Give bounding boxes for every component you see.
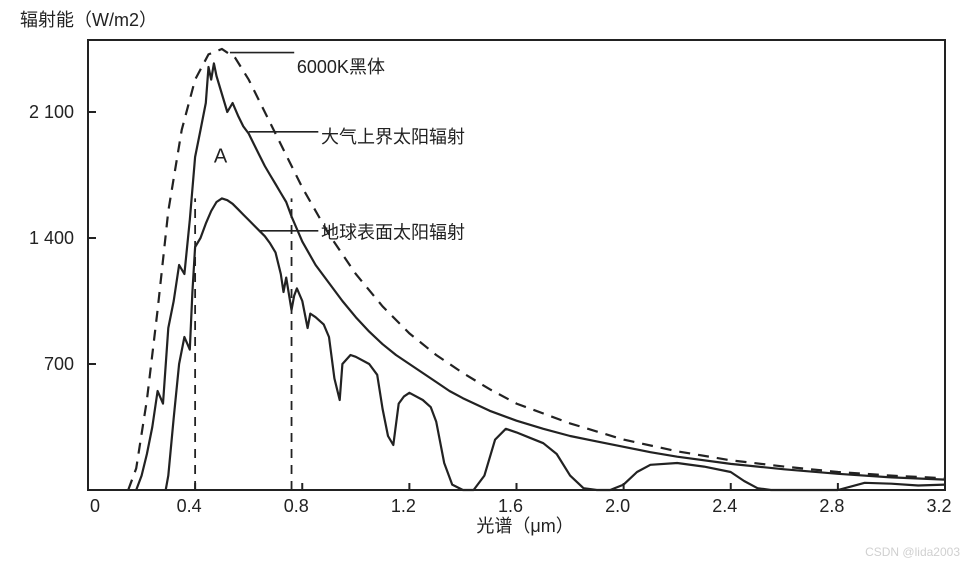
x-tick-label: 1.2 — [391, 496, 416, 516]
x-tick-label: 0.8 — [284, 496, 309, 516]
chart-container: 辐射能（W/m2） 700 1 400 2 100 0 0.4 0.8 1.2 1.6 2.0 2.… — [0, 0, 970, 563]
x-tick-label: 2.0 — [605, 496, 630, 516]
curve-blackbody — [128, 49, 945, 490]
blackbody-label: 6000K黑体 — [297, 57, 385, 77]
x-tick-label: 2.8 — [819, 496, 844, 516]
x-axis-label: 光谱（μm） — [476, 516, 573, 536]
x-tick-label: 0 — [90, 496, 100, 516]
y-axis-label: 辐射能（W/m2） — [20, 10, 157, 30]
toa-label: 大气上界太阳辐射 — [321, 127, 465, 147]
curve-surface — [166, 198, 945, 490]
y-tick-label: 1 400 — [29, 228, 74, 248]
x-tick-label: 0.4 — [177, 496, 202, 516]
x-tick-label: 1.6 — [498, 496, 523, 516]
surface-label: 地球表面太阳辐射 — [321, 223, 465, 243]
watermark-text: CSDN @lida2003 — [865, 545, 960, 559]
annotation-A: A — [214, 145, 228, 167]
y-tick-label: 700 — [44, 354, 74, 374]
y-tick-label: 2 100 — [29, 102, 74, 122]
x-tick-label: 3.2 — [926, 496, 951, 516]
curve-toa — [136, 63, 945, 490]
x-tick-label: 2.4 — [712, 496, 737, 516]
solar-irradiance-chart: 辐射能（W/m2） 700 1 400 2 100 0 0.4 0.8 1.2 1.6 2.0 2.… — [0, 0, 970, 563]
plot-frame — [88, 40, 945, 490]
